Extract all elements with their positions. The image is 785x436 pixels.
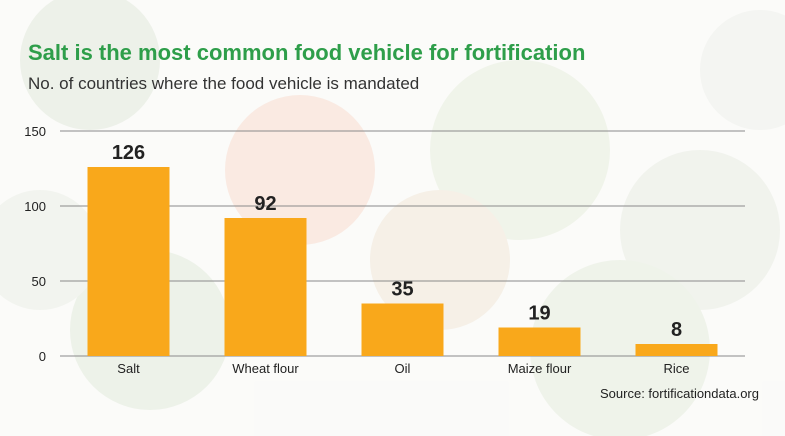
bars xyxy=(87,167,718,356)
bar-value-label: 8 xyxy=(671,319,682,341)
y-tick-label: 50 xyxy=(32,274,46,289)
y-tick-label: 0 xyxy=(39,349,46,364)
chart-title: Salt is the most common food vehicle for… xyxy=(28,40,586,65)
bar-rice xyxy=(635,344,718,356)
bar-value-label: 35 xyxy=(391,279,413,301)
chart-subtitle: No. of countries where the food vehicle … xyxy=(28,74,420,93)
y-tick-label: 150 xyxy=(24,124,46,139)
x-tick-label: Rice xyxy=(663,361,689,376)
y-tick-label: 100 xyxy=(24,199,46,214)
y-axis-tick-labels: 0 50 100 150 xyxy=(24,124,46,364)
bar-value-label: 92 xyxy=(254,193,276,215)
bar-value-labels: 126 92 35 19 8 xyxy=(112,142,682,341)
bar-maize-flour xyxy=(498,327,581,356)
bar-wheat-flour xyxy=(224,218,307,356)
bar-oil xyxy=(361,303,444,356)
bar-salt xyxy=(87,167,170,356)
x-tick-label: Maize flour xyxy=(508,361,572,376)
x-tick-label: Salt xyxy=(117,361,140,376)
bar-value-label: 19 xyxy=(528,303,550,325)
x-tick-label: Wheat flour xyxy=(232,361,299,376)
x-axis-category-labels: Salt Wheat flour Oil Maize flour Rice xyxy=(117,361,689,376)
source-note: Source: fortificationdata.org xyxy=(600,386,759,401)
x-tick-label: Oil xyxy=(395,361,411,376)
bar-value-label: 126 xyxy=(112,142,145,164)
